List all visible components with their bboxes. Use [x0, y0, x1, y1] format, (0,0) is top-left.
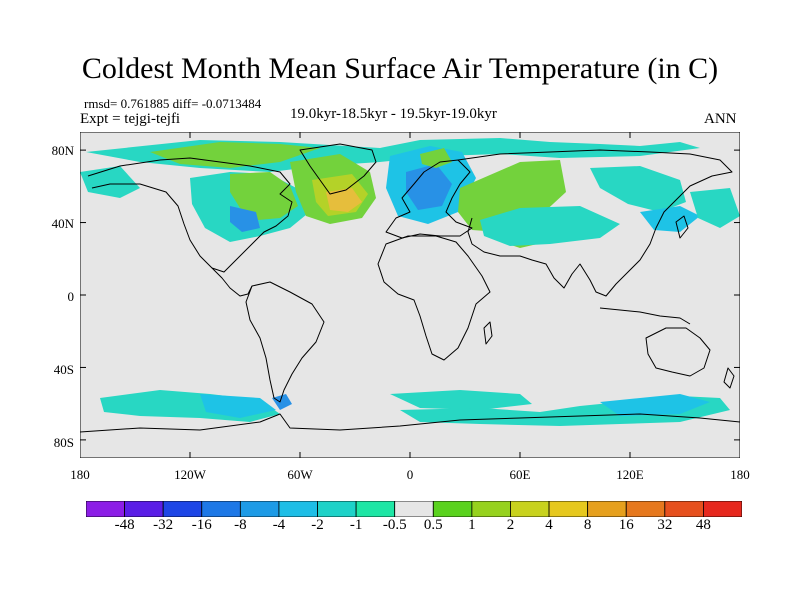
colorbar-label-3: -8	[234, 517, 247, 533]
temperature-anomaly-map	[80, 132, 740, 458]
colorbar-swatch-10	[471, 501, 511, 517]
colorbar-label-2: -16	[191, 517, 212, 533]
coast-madagascar	[483, 321, 493, 345]
lat-label-0: 0	[67, 289, 75, 304]
lon-label-60w: 60W	[287, 467, 313, 482]
colorbar-label-12: 8	[583, 517, 592, 533]
coast-australia	[645, 327, 711, 377]
colorbar-swatch-4	[239, 501, 280, 517]
colorbar-swatch-1	[124, 501, 164, 517]
colorbar-swatch-13	[587, 501, 627, 517]
coast-africa	[377, 235, 491, 361]
period-label: 19.0kyr-18.5kyr - 19.5kyr-19.0kyr	[290, 106, 497, 122]
colorbar-swatch-3	[201, 501, 241, 517]
anomaly-so-indian-cool	[600, 394, 710, 416]
colorbar-swatch-15	[664, 501, 704, 517]
colorbar-swatch-5	[278, 501, 318, 517]
lon-label-180e: 180	[730, 467, 750, 482]
anomaly-arctic-warm	[150, 142, 320, 168]
anomaly-europe-warm	[420, 148, 452, 168]
colorbar-label-1: -32	[153, 517, 174, 533]
map-title: Coldest Month Mean Surface Air Temperatu…	[81, 52, 719, 85]
colorbar-label-4: -4	[272, 517, 286, 533]
coastlines	[80, 143, 740, 433]
anomaly-japan-cool	[640, 206, 700, 232]
colorbar-swatch-14	[625, 501, 666, 517]
coast-south-america	[245, 281, 325, 403]
anomaly-field	[80, 138, 740, 426]
colorbar-swatch-0	[86, 501, 125, 517]
lon-label-120w: 120W	[174, 467, 206, 482]
anomaly-na-warm	[230, 172, 298, 220]
coast-new-zealand	[723, 367, 735, 389]
colorbar-label-15: 48	[695, 517, 711, 533]
colorbar-swatch-11	[510, 501, 550, 517]
coast-greenland	[299, 143, 377, 195]
anomaly-europe-cold	[406, 164, 452, 210]
lat-label-80s: 80S	[53, 435, 74, 450]
colorbar-label-9: 1	[468, 517, 476, 533]
map-ticks	[80, 132, 740, 458]
colorbar-label-10: 2	[506, 517, 515, 533]
anomaly-patagonia	[272, 394, 292, 410]
lon-label-0: 0	[406, 467, 414, 482]
anomaly-so-pacific-cool	[200, 394, 276, 418]
stats-text: rmsd= 0.761885 diff= -0.0713484	[84, 96, 262, 111]
lon-label-120e: 120E	[616, 467, 644, 482]
colorbar-label-6: -1	[349, 517, 363, 533]
lon-label-60e: 60E	[509, 467, 531, 482]
season-label: ANN	[704, 111, 737, 127]
anomaly-pacific-cool	[690, 188, 740, 228]
colorbar-swatch-16	[703, 501, 742, 517]
colorbar-swatch-12	[548, 501, 589, 517]
lon-label-180w: 180	[70, 467, 90, 482]
colorbar-label-5: -2	[311, 517, 324, 533]
colorbar-label-14: 32	[657, 517, 673, 533]
colorbar-swatch-8	[394, 501, 434, 517]
colorbar-label-8: 0.5	[423, 517, 443, 533]
colorbar-swatch-2	[162, 501, 203, 517]
anomaly-na-cold	[230, 206, 260, 232]
lat-label-40s: 40S	[53, 362, 74, 377]
anomaly-east-asia-cool	[590, 166, 686, 212]
coast-indonesia	[599, 307, 691, 325]
anomaly-asia-cool	[480, 206, 620, 246]
coast-antarctica	[80, 413, 740, 433]
lat-label-80n: 80N	[51, 143, 74, 158]
coast-europe	[385, 159, 473, 239]
colorbar-swatch-6	[317, 501, 357, 517]
coast-japan	[675, 215, 689, 239]
colorbar-label-7: -0.5	[382, 517, 407, 533]
coast-asia	[457, 149, 733, 297]
coast-central-america	[211, 267, 253, 297]
anomaly-so-atlantic	[390, 390, 532, 410]
colorbar-swatch-7	[355, 501, 396, 517]
experiment-label: Expt = tejgi-tejfi	[80, 111, 181, 127]
colorbar-label-0: -48	[114, 517, 135, 533]
coast-north-america	[87, 157, 293, 273]
colorbar	[86, 501, 742, 517]
lat-label-40n: 40N	[51, 216, 74, 231]
colorbar-label-13: 16	[618, 517, 634, 533]
colorbar-label-11: 4	[545, 517, 553, 533]
anomaly-atlantic-hot	[326, 188, 362, 212]
colorbar-swatch-9	[432, 501, 473, 517]
